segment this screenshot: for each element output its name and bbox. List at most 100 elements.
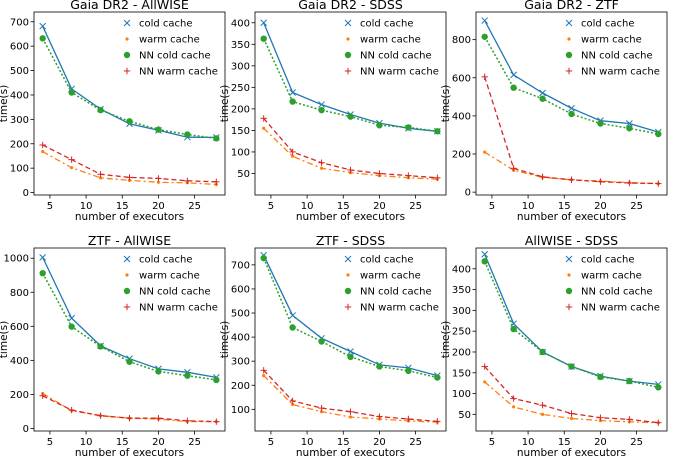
data-point xyxy=(405,367,412,375)
legend: cold cache warm cache NN cold cache NN warm… xyxy=(123,255,218,314)
legend-marker xyxy=(565,287,573,295)
chart-panel-6: AllWISE - SDSS 5 10 15 20 25 number of executo… xyxy=(440,233,668,459)
legend-label: NN cold cache xyxy=(360,51,432,62)
x-axis-label: number of executors xyxy=(75,447,184,459)
data-point xyxy=(319,166,324,170)
data-point xyxy=(348,415,353,419)
legend-label: cold cache xyxy=(581,255,635,266)
series-nn-cold-cache xyxy=(260,254,441,381)
data-point xyxy=(289,324,296,331)
x-tick-label: 5 xyxy=(268,201,274,212)
series-nn-cold-cache xyxy=(39,269,220,384)
data-point xyxy=(510,165,517,172)
y-tick-label: 800 xyxy=(452,35,471,46)
legend: cold cache warm cache NN cold cache NN warm… xyxy=(565,19,660,78)
x-tick-label: 10 xyxy=(80,201,93,212)
y-tick-label: 250 xyxy=(231,83,250,94)
legend-marker xyxy=(346,37,350,41)
data-point xyxy=(539,89,546,97)
y-tick-label: 0 xyxy=(23,188,29,199)
data-point xyxy=(260,35,267,42)
legend-label: NN cold cache xyxy=(581,51,653,62)
legend-label: NN warm cache xyxy=(581,303,660,314)
data-point xyxy=(318,404,325,412)
data-point xyxy=(347,113,354,120)
x-tick-label: 20 xyxy=(373,437,386,448)
y-tick-label: 200 xyxy=(231,381,250,392)
y-tick-label: 0 xyxy=(465,188,471,199)
x-tick-label: 15 xyxy=(558,437,571,448)
series-nn-warm-cache xyxy=(39,141,220,186)
legend-marker xyxy=(344,287,352,295)
legend-label: cold cache xyxy=(581,19,635,30)
legend-marker xyxy=(344,51,352,59)
data-point xyxy=(655,130,662,138)
x-tick-label: 5 xyxy=(489,437,495,448)
chart-title: Gaia DR2 - AllWISE xyxy=(70,0,189,12)
data-point xyxy=(376,363,383,370)
data-point xyxy=(39,22,47,30)
data-point xyxy=(655,419,662,426)
chart-title: Gaia DR2 - ZTF xyxy=(524,0,619,12)
y-tick-label: 200 xyxy=(452,150,471,161)
y-tick-label: 400 xyxy=(10,90,29,101)
y-axis-label: time(s) xyxy=(0,85,10,122)
legend-marker xyxy=(125,273,129,277)
data-point xyxy=(539,173,546,181)
x-tick-label: 25 xyxy=(188,201,201,212)
data-point xyxy=(376,413,383,420)
data-point xyxy=(318,338,325,345)
data-point xyxy=(540,412,545,416)
x-axis-label: number of executors xyxy=(517,447,626,459)
y-tick-label: 100 xyxy=(231,147,250,158)
data-point xyxy=(97,171,104,178)
x-tick-label: 5 xyxy=(47,437,53,448)
y-tick-label: 400 xyxy=(452,111,471,122)
data-point xyxy=(434,418,441,425)
x-tick-label: 20 xyxy=(594,437,607,448)
y-axis-label: time(s) xyxy=(440,85,452,122)
series-nn-cold-cache xyxy=(260,35,441,135)
y-tick-label: 600 xyxy=(10,42,29,53)
legend-marker xyxy=(565,51,573,59)
data-point xyxy=(318,159,325,166)
series-line xyxy=(263,375,438,423)
legend-marker xyxy=(123,19,131,27)
data-point xyxy=(539,348,546,356)
x-tick-label: 15 xyxy=(116,201,129,212)
data-point xyxy=(483,380,487,384)
y-tick-label: 200 xyxy=(452,347,471,358)
y-axis-label: time(s) xyxy=(440,321,452,358)
data-point xyxy=(184,177,191,185)
x-axis-label: number of executors xyxy=(296,211,405,223)
data-point xyxy=(68,314,75,322)
plot-frame xyxy=(254,11,447,196)
data-point xyxy=(318,101,325,108)
data-point xyxy=(39,254,47,261)
y-tick-label: 50 xyxy=(237,169,250,180)
data-point xyxy=(597,120,604,127)
data-point xyxy=(68,89,75,96)
legend-label: NN warm cache xyxy=(360,303,439,314)
data-point xyxy=(97,412,104,419)
x-tick-label: 15 xyxy=(337,437,350,448)
data-point xyxy=(568,410,575,417)
x-tick-label: 15 xyxy=(116,437,129,448)
data-point xyxy=(213,178,220,186)
data-point xyxy=(213,135,220,142)
y-tick-label: 600 xyxy=(10,322,29,333)
data-point xyxy=(70,166,74,170)
legend: cold cache warm cache NN cold cache NN warm… xyxy=(344,255,439,314)
data-point xyxy=(568,176,575,183)
legend-marker xyxy=(565,255,573,263)
x-axis-label: number of executors xyxy=(296,447,405,459)
y-tick-label: 300 xyxy=(231,357,250,368)
data-point xyxy=(510,325,517,333)
data-point xyxy=(260,19,268,27)
data-point xyxy=(155,126,162,133)
data-point xyxy=(481,17,489,24)
legend-marker xyxy=(567,273,571,277)
y-tick-label: 100 xyxy=(10,164,29,175)
data-point xyxy=(260,367,267,374)
